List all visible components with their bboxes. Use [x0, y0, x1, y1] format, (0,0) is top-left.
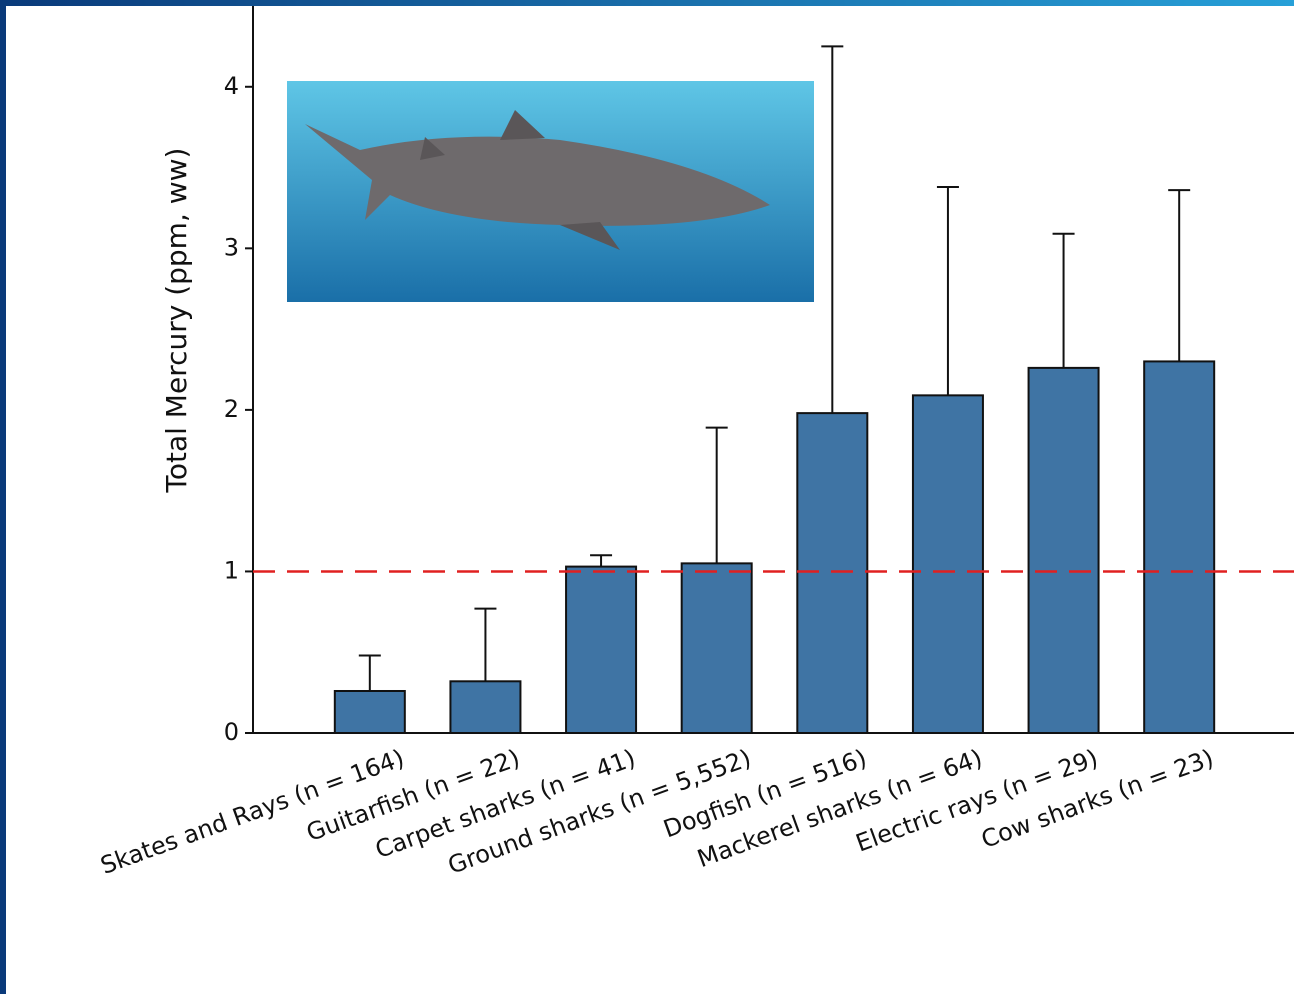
- bar: [797, 413, 867, 733]
- bar: [913, 395, 983, 733]
- bar: [1029, 368, 1099, 733]
- y-tick-label: 3: [224, 233, 239, 261]
- y-tick-label: 0: [224, 718, 239, 746]
- y-tick-label: 2: [224, 395, 239, 423]
- chart: Total Mercury (ppm, ww) 01234Skates and …: [0, 0, 1294, 994]
- y-tick-label: 4: [224, 72, 239, 100]
- y-tick-label: 1: [224, 556, 239, 584]
- bar: [682, 563, 752, 733]
- bar: [450, 681, 520, 733]
- bar: [335, 691, 405, 733]
- bar: [566, 567, 636, 733]
- shark-photo: [287, 81, 814, 302]
- y-axis-title: Total Mercury (ppm, ww): [160, 148, 193, 494]
- bar: [1144, 361, 1214, 733]
